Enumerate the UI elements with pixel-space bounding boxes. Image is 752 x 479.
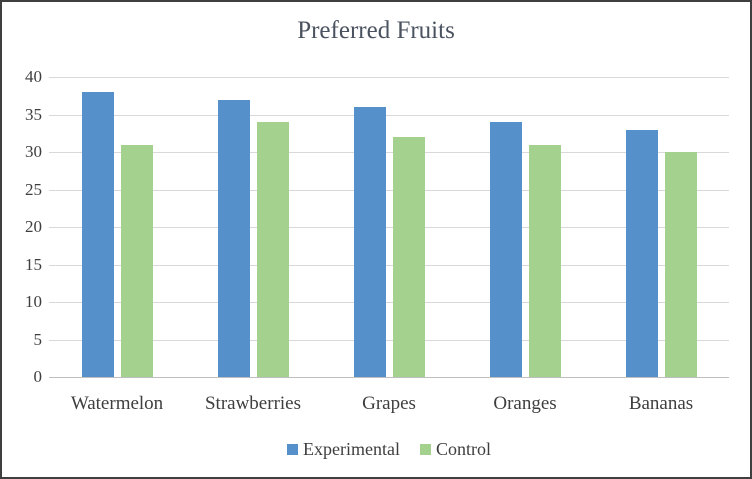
y-tick-label: 15 [25,254,42,274]
bar-control-bananas [664,152,697,377]
legend-swatch-control [419,444,431,455]
gridline [49,152,729,153]
gridline [49,302,729,303]
y-axis: 0 5 10 15 20 25 30 35 40 [2,68,43,386]
bar-experimental-oranges [489,122,522,377]
gridline [49,114,729,116]
y-tick-label: 20 [25,217,42,236]
plot-area [49,77,729,378]
category-label: Watermelon [70,393,164,414]
legend-item-control: Control [419,439,491,460]
x-axis: Watermelon Strawberries Grapes Oranges Banan… [49,392,729,416]
bar-experimental-strawberries [217,99,250,377]
y-tick-label: 35 [25,104,42,124]
bar-experimental-watermelon [81,92,114,377]
y-tick-label: 10 [25,292,42,311]
bar-experimental-grapes [353,107,386,377]
bar-control-oranges [528,144,561,377]
gridline [49,264,729,266]
y-tick-label: 40 [25,67,42,86]
category-label: Bananas [628,393,694,414]
gridline [49,77,729,78]
legend-label: Control [435,439,491,459]
gridline [49,227,729,228]
chart-title: Preferred Fruits [297,17,455,44]
y-tick-label: 30 [25,142,42,161]
category-label: Oranges [493,393,557,414]
category-label: Strawberries [204,393,302,414]
y-tick-label: 25 [25,179,42,199]
bar-control-grapes [392,137,425,377]
bar-experimental-bananas [625,129,658,377]
legend-item-experimental: Experimental [287,439,400,460]
legend: Experimental Control [49,439,729,460]
gridline [49,339,729,341]
bar-control-watermelon [120,144,153,377]
y-tick-label: 5 [33,329,43,349]
category-label: Grapes [362,393,416,414]
gridline [49,189,729,191]
legend-label: Experimental [303,439,400,459]
bar-control-strawberries [256,122,289,377]
legend-swatch-experimental [287,444,298,455]
y-tick-label: 0 [33,367,43,386]
